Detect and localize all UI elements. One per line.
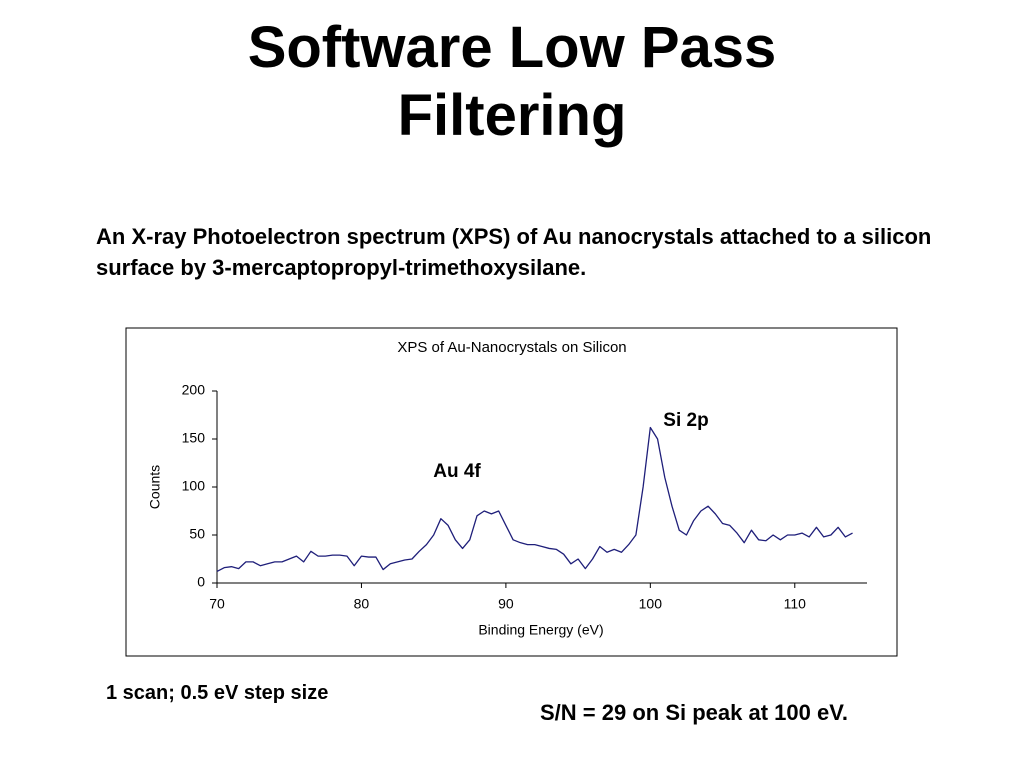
- data-line: [216, 426, 853, 573]
- x-tick-label: 90: [498, 596, 514, 612]
- y-tick-label: 100: [182, 478, 206, 494]
- slide-title: Software Low Pass Filtering: [0, 14, 1024, 150]
- y-axis-label: Counts: [147, 465, 163, 509]
- x-tick-label: 110: [784, 596, 807, 612]
- note: 1 scan; 0.5 eV step size: [106, 682, 329, 704]
- title-line: Filtering: [397, 83, 627, 148]
- x-tick-label: 80: [354, 596, 370, 612]
- y-tick-label: 50: [189, 526, 205, 542]
- note: S/N = 29 on Si peak at 100 eV.: [540, 700, 848, 725]
- y-tick-label: 200: [182, 382, 206, 398]
- title-line: Software Low Pass: [247, 15, 777, 80]
- annotation: Au 4f: [433, 461, 481, 482]
- chart-frame: [125, 327, 898, 657]
- annotation: Si 2p: [663, 410, 708, 431]
- y-tick-label: 0: [197, 574, 205, 590]
- y-tick-label: 150: [182, 430, 206, 446]
- x-tick-label: 70: [209, 596, 225, 612]
- description: An X-ray Photoelectron spectrum (XPS) of…: [96, 224, 932, 280]
- x-axis-label: Binding Energy (eV): [478, 622, 603, 638]
- chart-title: XPS of Au-Nanocrystals on Silicon: [397, 339, 626, 356]
- x-tick-label: 100: [639, 596, 663, 612]
